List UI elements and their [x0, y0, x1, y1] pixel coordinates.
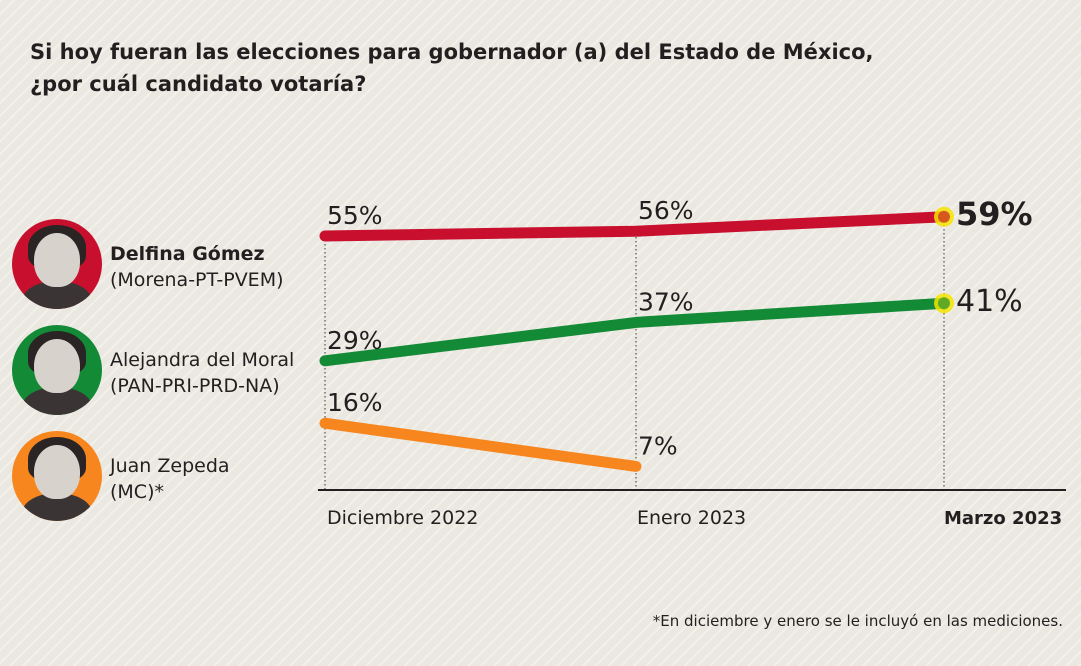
- candidate-label: Juan Zepeda (MC)*: [110, 453, 230, 505]
- data-label: 59%: [956, 195, 1033, 233]
- candidate-name: Juan Zepeda: [110, 455, 230, 477]
- x-tick-label: Enero 2023: [637, 507, 746, 529]
- data-point: [938, 297, 950, 310]
- legend-item: Alejandra del Moral (PAN-PRI-PRD-NA): [12, 325, 312, 417]
- title-line-1: Si hoy fueran las elecciones para gobern…: [30, 40, 874, 64]
- candidate-party: (MC)*: [110, 481, 164, 503]
- candidate-photo-icon: [12, 325, 102, 415]
- x-tick-label: Diciembre 2022: [327, 507, 478, 529]
- candidate-party: (Morena-PT-PVEM): [110, 269, 284, 291]
- legend-item: Juan Zepeda (MC)*: [12, 431, 312, 523]
- data-point: [938, 210, 950, 223]
- data-label: 7%: [638, 431, 678, 460]
- candidate-party: (PAN-PRI-PRD-NA): [110, 375, 280, 397]
- data-label: 16%: [327, 388, 383, 417]
- data-label: 41%: [956, 284, 1023, 319]
- chart-title: Si hoy fueran las elecciones para gobern…: [30, 36, 1030, 100]
- series-line: [319, 417, 642, 472]
- data-label: 56%: [638, 196, 694, 225]
- series-line: [319, 297, 950, 367]
- series-line: [319, 211, 950, 242]
- candidate-photo-icon: [12, 431, 102, 521]
- legend-item: Delfina Gómez (Morena-PT-PVEM): [12, 219, 312, 311]
- candidate-label: Alejandra del Moral (PAN-PRI-PRD-NA): [110, 347, 294, 399]
- x-tick-label: Marzo 2023: [944, 508, 1062, 529]
- data-label: 29%: [327, 326, 383, 355]
- candidate-name: Delfina Gómez: [110, 243, 265, 265]
- candidate-label: Delfina Gómez (Morena-PT-PVEM): [110, 241, 284, 293]
- data-label: 55%: [327, 201, 383, 230]
- footnote: *En diciembre y enero se le incluyó en l…: [652, 612, 1063, 630]
- candidate-photo-icon: [12, 219, 102, 309]
- candidate-name: Alejandra del Moral: [110, 349, 295, 371]
- data-label: 37%: [638, 287, 694, 316]
- title-line-2: ¿por cuál candidato votaría?: [30, 72, 367, 96]
